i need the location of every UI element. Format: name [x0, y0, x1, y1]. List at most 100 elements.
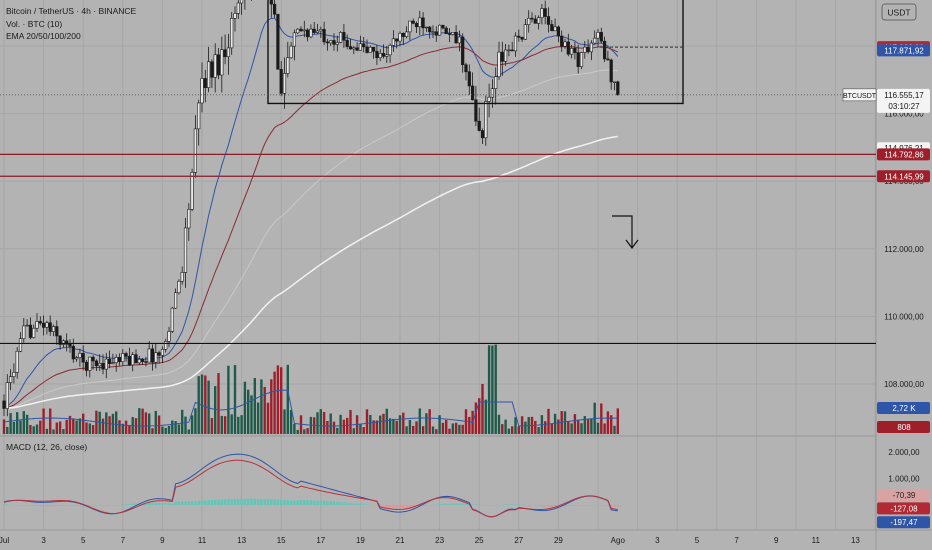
candle-body[interactable]	[371, 46, 376, 52]
candle-body[interactable]	[108, 358, 112, 364]
candle-body[interactable]	[434, 31, 438, 36]
candle-body[interactable]	[375, 51, 379, 59]
candle-body[interactable]	[444, 27, 448, 35]
candle-body[interactable]	[147, 348, 151, 363]
candle-body[interactable]	[560, 35, 564, 47]
volume-legend[interactable]: Vol. · BTC (10)	[6, 19, 62, 29]
candle-body[interactable]	[540, 8, 544, 18]
candle-body[interactable]	[362, 43, 366, 48]
candle-body[interactable]	[569, 48, 574, 55]
candle-body[interactable]	[55, 326, 59, 337]
drawings[interactable]	[0, 0, 876, 345]
candle-body[interactable]	[490, 88, 495, 98]
candle-body[interactable]	[348, 46, 353, 50]
candle-body[interactable]	[296, 28, 300, 34]
candle-body[interactable]	[104, 358, 108, 370]
candle-body[interactable]	[563, 41, 567, 47]
candle-body[interactable]	[292, 32, 297, 47]
candle-body[interactable]	[507, 49, 511, 52]
candle-body[interactable]	[121, 353, 125, 362]
candle-body[interactable]	[213, 54, 217, 78]
currency-selector[interactable]: USDT	[881, 3, 917, 21]
candle-body[interactable]	[457, 36, 462, 44]
candle-body[interactable]	[517, 35, 521, 38]
candle-body[interactable]	[183, 227, 188, 273]
candle-body[interactable]	[78, 353, 82, 358]
candle-body[interactable]	[25, 324, 29, 327]
candle-body[interactable]	[124, 353, 128, 357]
candle-body[interactable]	[75, 357, 79, 360]
candle-body[interactable]	[91, 356, 95, 362]
candle-body[interactable]	[576, 52, 580, 67]
candle-body[interactable]	[94, 360, 98, 367]
candle-body[interactable]	[616, 81, 620, 96]
candle-body[interactable]	[464, 64, 468, 73]
candle-body[interactable]	[180, 272, 184, 282]
candle-body[interactable]	[589, 42, 593, 53]
candle-body[interactable]	[282, 73, 287, 94]
candle-body[interactable]	[220, 49, 224, 76]
candle-body[interactable]	[395, 38, 399, 42]
candle-body[interactable]	[335, 42, 339, 45]
ema-legend[interactable]: EMA 20/50/100/200	[6, 31, 81, 41]
candle-body[interactable]	[289, 45, 293, 59]
candle-body[interactable]	[71, 345, 75, 360]
candle-body[interactable]	[305, 29, 310, 38]
candle-body[interactable]	[200, 78, 204, 104]
candle-body[interactable]	[487, 96, 491, 102]
candle-body[interactable]	[299, 28, 303, 32]
candle-body[interactable]	[500, 51, 504, 62]
candle-body[interactable]	[593, 37, 597, 44]
macd-legend[interactable]: MACD (12, 26, close)	[6, 442, 87, 452]
candlesticks[interactable]	[2, 0, 620, 417]
candle-body[interactable]	[378, 53, 382, 59]
candle-body[interactable]	[111, 362, 115, 364]
candle-body[interactable]	[187, 208, 191, 229]
candle-body[interactable]	[391, 38, 396, 46]
candle-body[interactable]	[38, 321, 42, 324]
candle-body[interactable]	[418, 17, 422, 28]
candle-body[interactable]	[510, 49, 514, 52]
candle-body[interactable]	[9, 376, 13, 383]
candle-body[interactable]	[536, 17, 541, 24]
candle-body[interactable]	[58, 335, 62, 345]
candle-body[interactable]	[45, 322, 49, 328]
candle-body[interactable]	[84, 361, 89, 371]
candle-body[interactable]	[65, 340, 69, 345]
candle-body[interactable]	[527, 17, 531, 25]
candle-body[interactable]	[484, 101, 488, 139]
candle-body[interactable]	[421, 17, 425, 29]
candle-body[interactable]	[513, 35, 518, 52]
candle-body[interactable]	[404, 31, 409, 37]
candle-body[interactable]	[15, 350, 19, 373]
candle-body[interactable]	[414, 22, 419, 28]
candle-body[interactable]	[523, 24, 527, 40]
candle-body[interactable]	[602, 40, 607, 60]
candle-body[interactable]	[342, 32, 346, 41]
candle-body[interactable]	[18, 338, 23, 352]
candle-body[interactable]	[164, 341, 168, 350]
candle-body[interactable]	[411, 20, 415, 24]
candle-body[interactable]	[583, 46, 587, 53]
candle-body[interactable]	[35, 321, 39, 329]
candle-body[interactable]	[385, 54, 389, 57]
candle-body[interactable]	[586, 46, 590, 53]
candle-body[interactable]	[210, 61, 214, 78]
price-axis[interactable]: 126.000,00124.000,00122.000,00120.000,00…	[842, 0, 930, 529]
candle-body[interactable]	[579, 52, 584, 67]
candle-body[interactable]	[279, 68, 283, 94]
candle-body[interactable]	[553, 26, 557, 32]
candle-body[interactable]	[599, 32, 603, 42]
candle-body[interactable]	[546, 16, 551, 25]
candle-body[interactable]	[170, 307, 174, 332]
candle-body[interactable]	[358, 43, 363, 51]
candle-body[interactable]	[141, 358, 145, 362]
candle-body[interactable]	[381, 53, 386, 57]
candle-body[interactable]	[480, 130, 485, 139]
candle-body[interactable]	[503, 49, 508, 62]
candle-body[interactable]	[157, 352, 161, 356]
range-box[interactable]	[267, 0, 684, 105]
candle-body[interactable]	[177, 280, 181, 294]
candle-body[interactable]	[223, 49, 227, 58]
candle-body[interactable]	[233, 13, 237, 19]
